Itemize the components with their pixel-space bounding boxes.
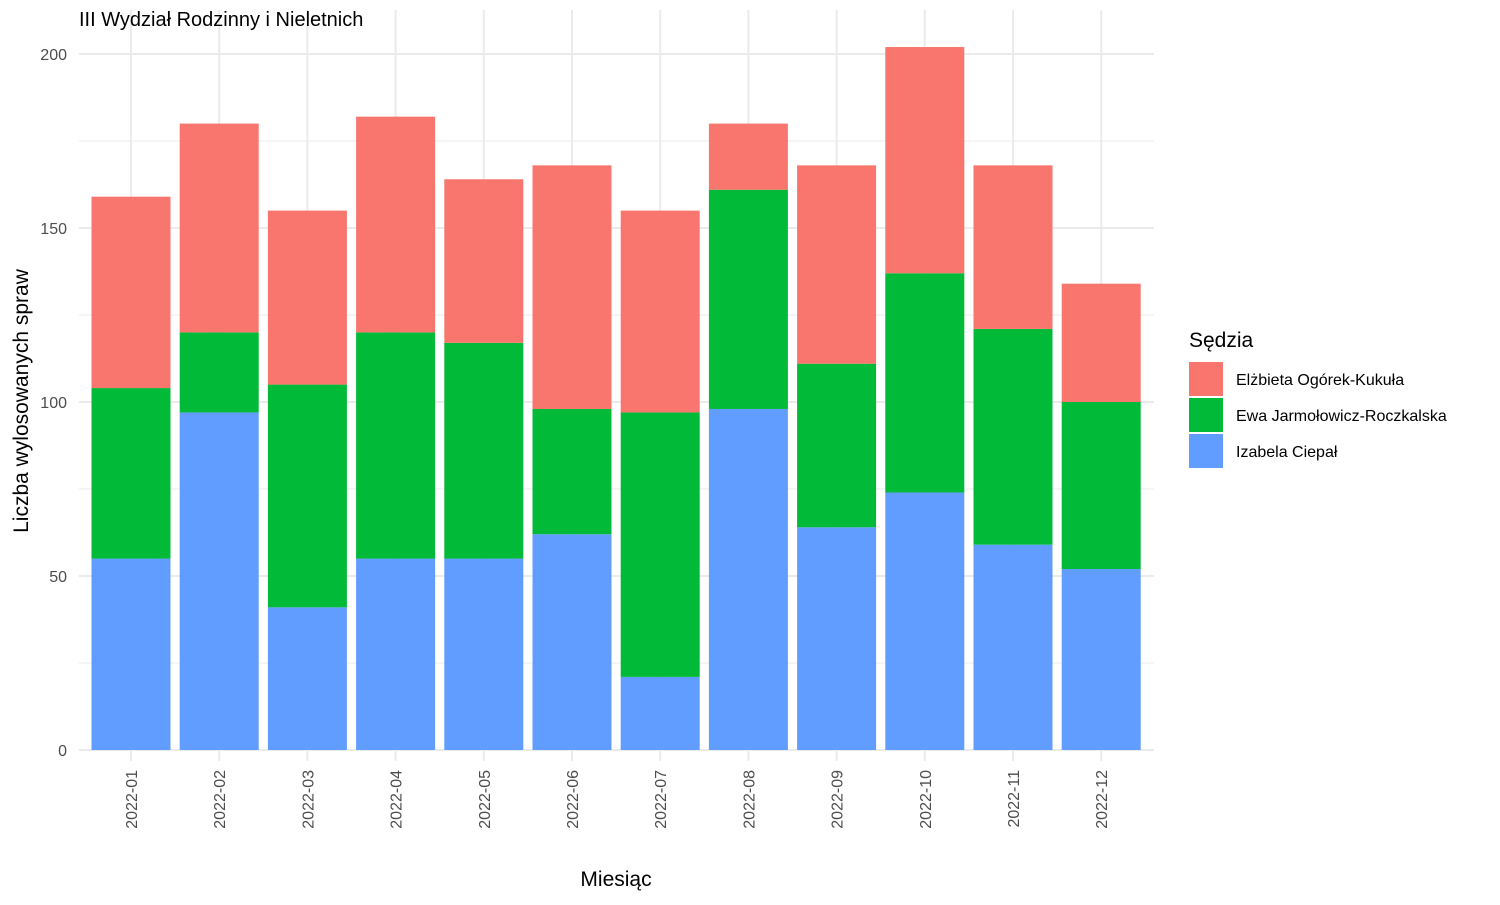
- bar-segment: [973, 544, 1053, 750]
- y-tick-label: 50: [49, 569, 67, 586]
- legend: Sędzia Elżbieta Ogórek-Kukuła Ewa Jarmoło…: [1189, 329, 1447, 468]
- x-tick-label: 2022-06: [565, 770, 582, 829]
- bar-segment: [797, 165, 877, 364]
- x-tick-label: 2022-07: [653, 770, 670, 829]
- legend-swatch: [1189, 434, 1223, 468]
- bar-segment: [973, 165, 1053, 329]
- bar-segment: [91, 558, 171, 750]
- bar-segment: [267, 607, 347, 750]
- bar-segment: [267, 384, 347, 608]
- x-tick-label: 2022-09: [830, 770, 847, 829]
- x-tick-label: 2022-02: [212, 770, 229, 829]
- bar-segment: [620, 210, 700, 413]
- bar-segment: [620, 676, 700, 750]
- x-tick-label: 2022-05: [477, 770, 494, 829]
- bar-segment: [1061, 402, 1141, 570]
- bar-segment: [797, 527, 877, 750]
- bar-segment: [91, 196, 171, 389]
- bar-segment: [444, 342, 524, 559]
- bar-segment: [532, 534, 612, 750]
- bar-segment: [797, 363, 877, 528]
- y-tick-label: 200: [40, 47, 67, 64]
- bar-segment: [708, 189, 788, 409]
- bar-segment: [708, 408, 788, 750]
- bar-segment: [620, 412, 700, 677]
- y-tick-label: 150: [40, 221, 67, 238]
- bar-segment: [356, 116, 436, 333]
- y-axis-title: Liczba wylosowanych spraw: [10, 268, 33, 533]
- legend-label: Izabela Ciepał: [1236, 444, 1338, 461]
- bar-segment: [708, 123, 788, 190]
- bar-segment: [179, 123, 259, 333]
- legend-title: Sędzia: [1189, 329, 1254, 352]
- legend-swatch: [1189, 398, 1223, 432]
- x-tick-label: 2022-10: [918, 770, 935, 829]
- legend-label: Elżbieta Ogórek-Kukuła: [1236, 372, 1404, 389]
- bar-segment: [1061, 569, 1141, 750]
- legend-label: Ewa Jarmołowicz-Roczkalska: [1236, 408, 1447, 425]
- y-axis-ticks: 0 50 100 150 200: [40, 47, 67, 760]
- bar-segment: [532, 408, 612, 535]
- bars: [91, 47, 1141, 750]
- bar-segment: [885, 273, 965, 493]
- bar-segment: [356, 332, 436, 559]
- x-axis-ticks: 2022-01 2022-02 2022-03 2022-04 2022-05 2022-…: [124, 770, 1111, 829]
- y-tick-label: 0: [58, 743, 67, 760]
- bar-segment: [444, 179, 524, 343]
- bar-segment: [179, 332, 259, 413]
- bar-segment: [532, 165, 612, 409]
- bar-segment: [356, 558, 436, 750]
- x-tick-label: 2022-08: [741, 770, 758, 829]
- x-tick-label: 2022-04: [389, 770, 406, 829]
- bar-segment: [444, 558, 524, 750]
- bar-segment: [885, 492, 965, 750]
- bar-segment: [973, 328, 1053, 545]
- chart-title: III Wydział Rodzinny i Nieletnich: [79, 9, 363, 31]
- x-tick-label: 2022-11: [1006, 770, 1023, 828]
- bar-segment: [179, 412, 259, 750]
- bar-segment: [91, 388, 171, 559]
- x-tick-label: 2022-03: [300, 770, 317, 829]
- x-axis-title: Miesiąc: [580, 868, 651, 891]
- x-tick-label: 2022-01: [124, 770, 141, 829]
- y-tick-label: 100: [40, 395, 67, 412]
- bar-segment: [885, 47, 965, 274]
- legend-swatch: [1189, 362, 1223, 396]
- x-tick-label: 2022-12: [1094, 770, 1111, 829]
- bar-segment: [267, 210, 347, 385]
- bar-segment: [1061, 283, 1141, 402]
